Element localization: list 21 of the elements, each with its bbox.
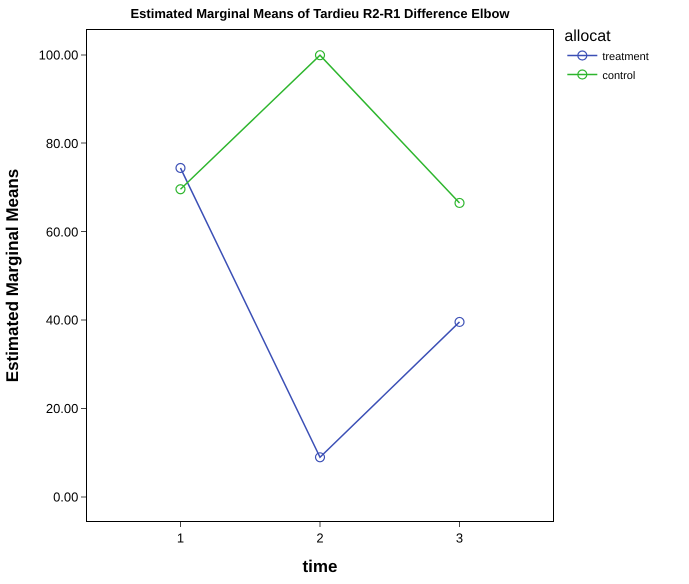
y-tick-label: 0.00 (53, 490, 78, 505)
y-axis-title: Estimated Marginal Means (3, 168, 22, 382)
x-tick-label: 3 (456, 530, 464, 546)
x-tick-label: 2 (316, 530, 324, 546)
x-axis-title: time (302, 557, 338, 576)
point (175, 162, 186, 174)
y-tick-label: 20.00 (46, 401, 78, 416)
y-tick-label: 80.00 (46, 136, 78, 151)
legend-label: treatment (602, 50, 649, 63)
y-tick-label: 40.00 (46, 312, 78, 328)
point (454, 198, 465, 208)
point (175, 184, 186, 194)
legend-title: allocat (564, 28, 612, 45)
point (454, 316, 465, 328)
point (314, 50, 326, 60)
legend-label: control (602, 70, 636, 82)
chart-title: Estimated Marginal Means of Tardieu R2-R1 Difference Elbow (130, 6, 510, 21)
y-tick-label: 60.00 (46, 224, 78, 240)
x-tick-label: 1 (176, 530, 184, 546)
y-tick-label: 100.00 (38, 47, 78, 62)
point (314, 452, 326, 462)
